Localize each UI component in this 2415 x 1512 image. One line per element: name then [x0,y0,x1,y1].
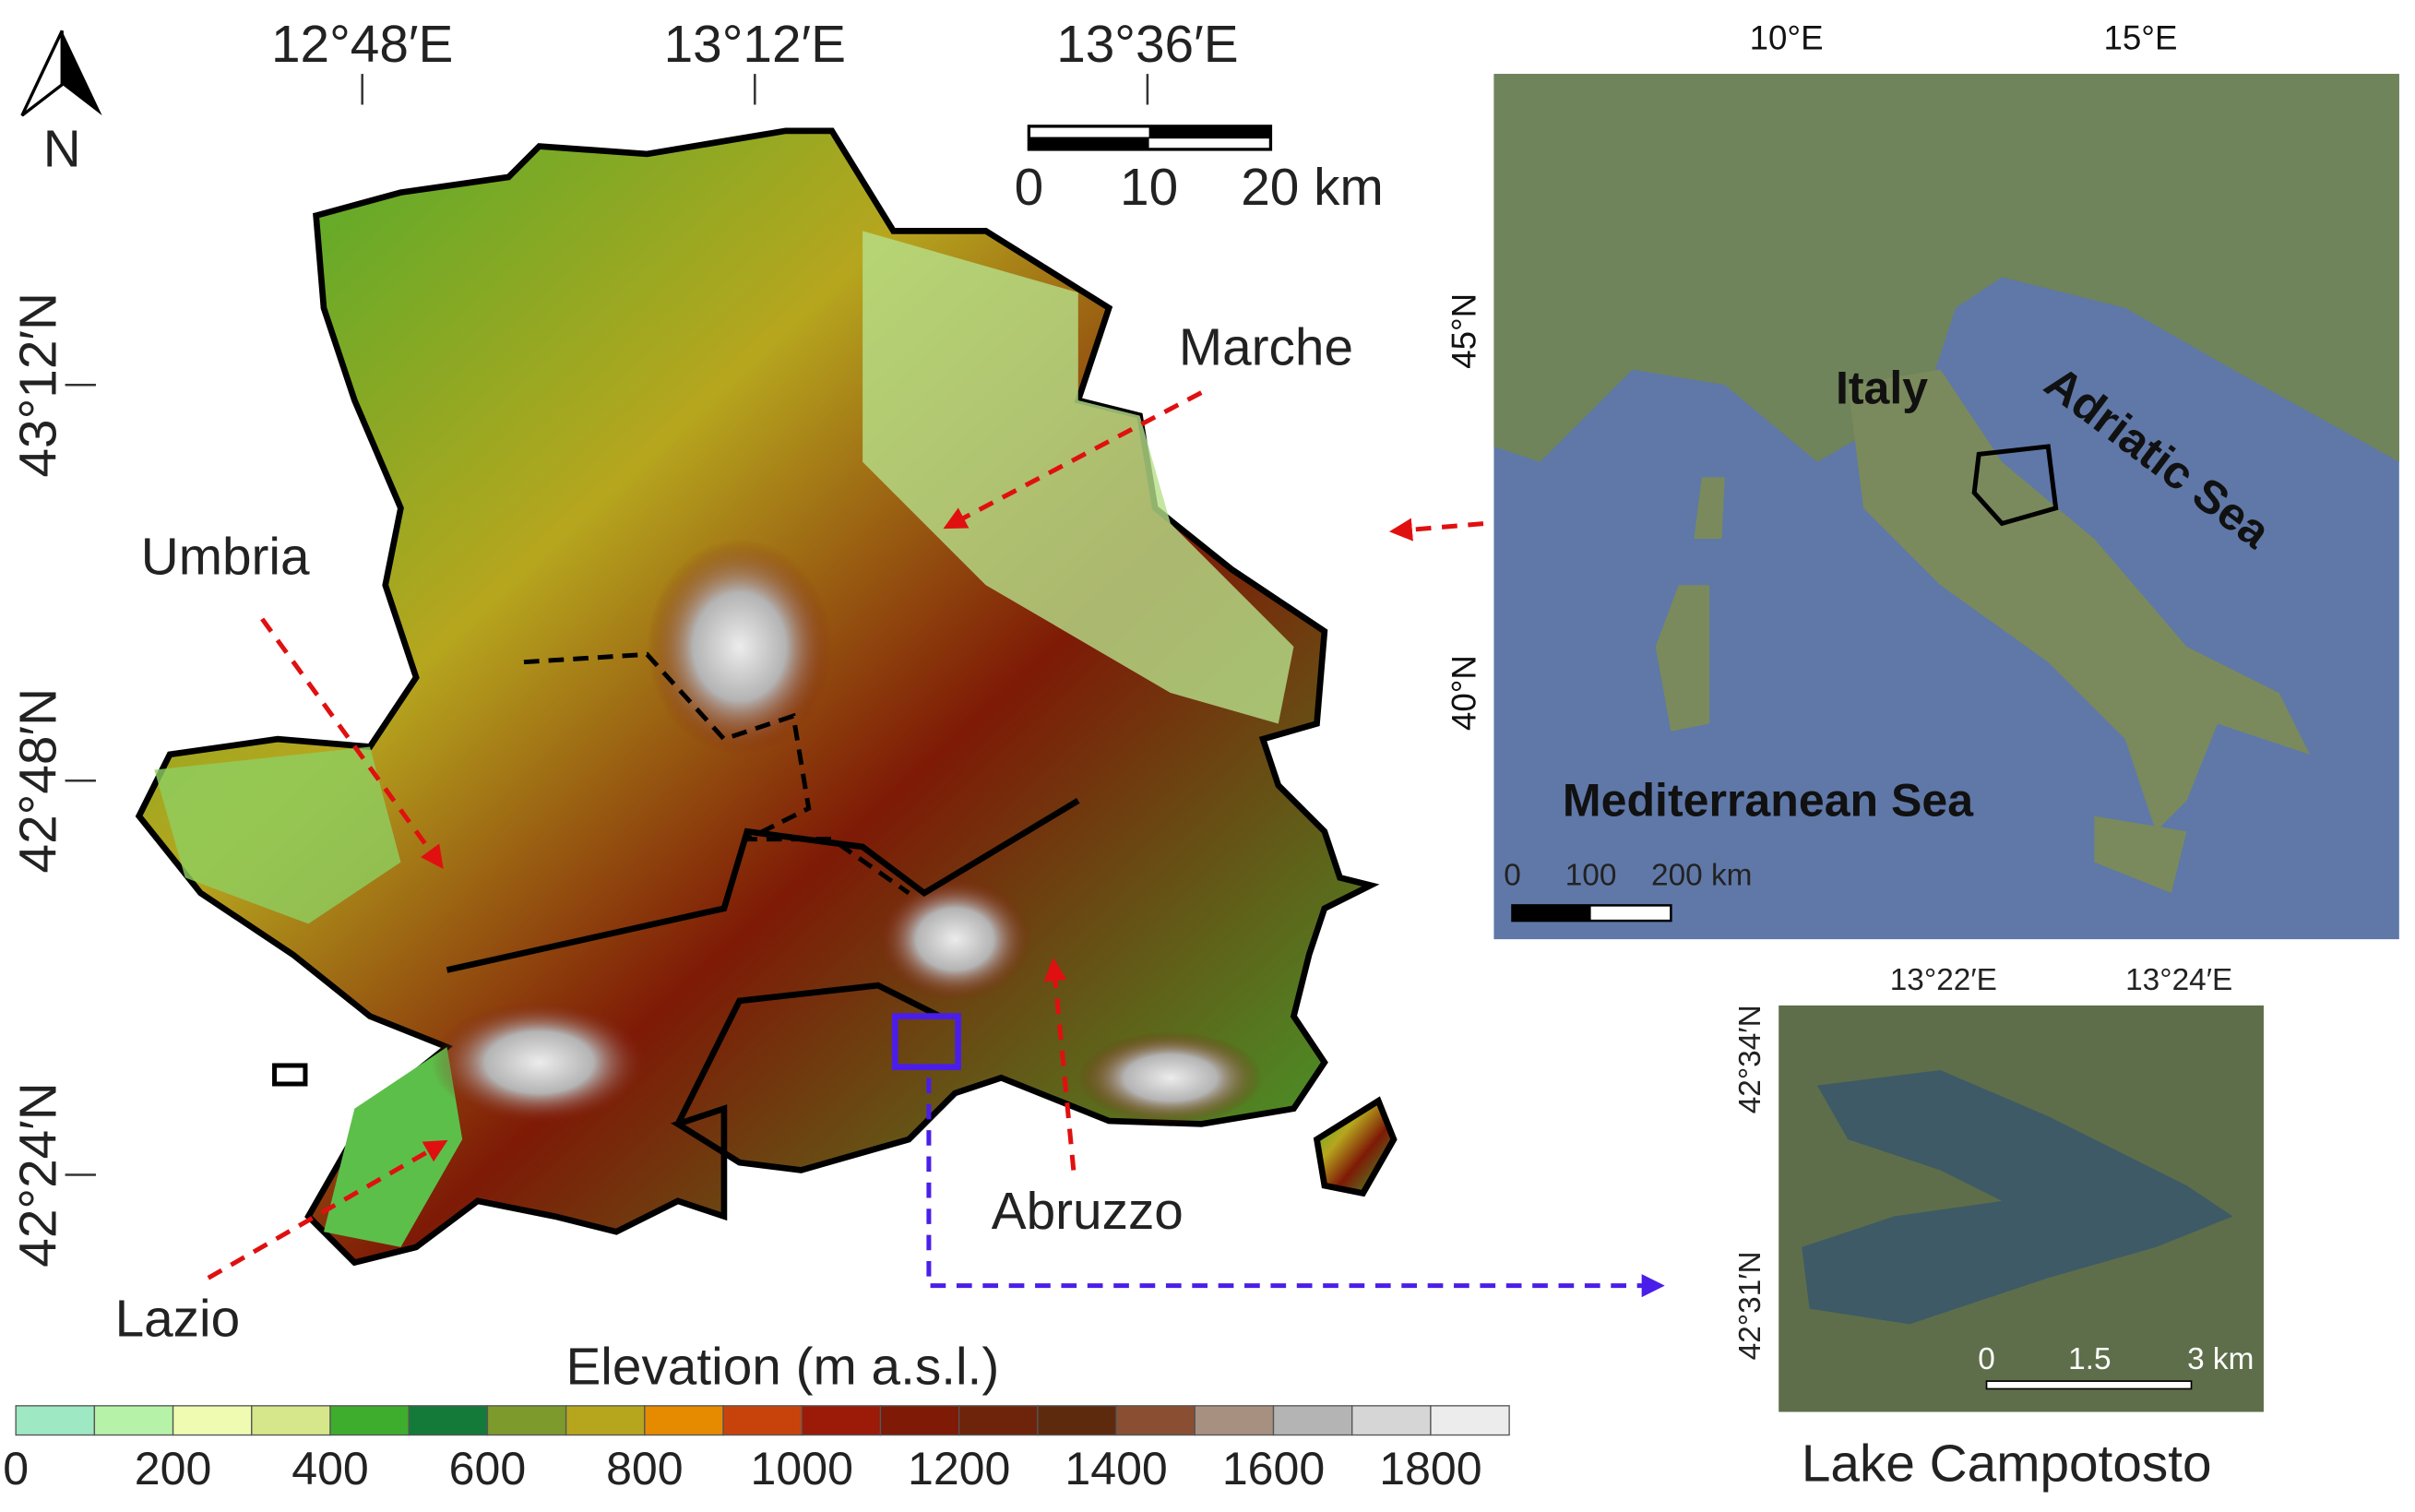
italy-inset: 10°E 15°E 45°N 40°N Italy Adriatic Sea M… [1445,18,2399,940]
lon-label: 15°E [2103,18,2177,56]
lon-label: 12°48′E [271,16,453,74]
legend-swatch [93,1405,174,1436]
north-arrow [20,30,64,117]
legend-tick-label: 1400 [1065,1443,1167,1494]
legend-swatch [644,1405,724,1436]
legend-tick-label: 0 [3,1443,29,1494]
elevation-map [135,127,1980,1298]
lowland [862,231,1294,724]
legend-tick-label: 1000 [751,1443,853,1494]
legend-swatch [722,1405,803,1436]
legend-swatch [172,1405,253,1436]
region-outline [1313,1096,1398,1197]
legend-swatch [801,1405,882,1436]
legend-swatch [958,1405,1039,1436]
high-peak [877,877,1032,1001]
scale-label: 1.5 [2068,1342,2111,1376]
lon-label: 13°12′E [664,16,846,74]
legend-swatch [251,1405,331,1436]
lake-link-arrow [926,1077,1665,1298]
legend-swatch [1115,1405,1196,1436]
region-arrow [207,1139,448,1280]
lat-label: 42°48′N [10,688,68,874]
graticule [65,74,1149,1176]
legend-tick-label: 800 [606,1443,684,1494]
inset-title: Lake Campotosto [1802,1435,2212,1494]
lat-label: 45°N [1445,293,1482,369]
scale-label: 0 [1504,859,1521,893]
country-label: Italy [1836,362,1928,413]
legend-swatch [1430,1405,1510,1436]
land [1848,369,2311,832]
lowland [154,746,401,924]
lon-label: 13°36′E [1056,16,1238,74]
lat-label: 42°34′N [1733,1005,1767,1113]
study-area [1971,444,2059,527]
scale-label: 200 km [1651,859,1752,893]
legend-tick-label: 600 [449,1443,527,1494]
north-label: N [43,120,81,178]
lon-label: 10°E [1750,18,1824,56]
legend-bar: 0 200 400 600 800 1000 1200 1400 1600 1800 [3,1405,1510,1494]
scale-label: 100 [1565,859,1617,893]
island [1655,477,2187,894]
lon-label: 13°24′E [2125,963,2232,997]
scale-label: 20 km [1241,159,1384,217]
legend-swatch [1194,1405,1275,1436]
scale-label: 0 [1015,159,1044,217]
province-border [523,651,910,896]
region-label: Lazio [115,1291,241,1349]
region-label: Umbria [141,529,310,587]
sea-label: Mediterranean Sea [1563,775,1974,827]
scale-label: 0 [1978,1342,1995,1376]
legend-tick-label: 1800 [1379,1443,1481,1494]
legend-tick-label: 1600 [1222,1443,1325,1494]
scale-label: 10 [1120,159,1178,217]
lake-inset: 13°22′E 13°24′E 42°34′N 42°31′N 0 1.5 3 … [1733,963,2264,1494]
scale-label: 3 km [2187,1342,2254,1376]
scale-bar [1512,905,1591,922]
scale-bar [1148,125,1271,139]
island [272,1063,308,1087]
legend-tick-label: 400 [291,1443,369,1494]
legend-swatch [408,1405,489,1436]
legend-title: Elevation (m a.s.l.) [565,1338,999,1396]
lowland [323,1046,463,1247]
lat-label: 40°N [1445,655,1482,731]
legend-swatch [879,1405,960,1436]
scale-bar [1029,137,1149,149]
lake-box [891,1013,961,1070]
high-peak [1077,1031,1264,1125]
legend-swatch [329,1405,410,1436]
lat-label: 42°31′N [1733,1251,1767,1360]
north-arrow [62,30,102,116]
high-peak [647,539,832,755]
legend-swatch [565,1405,646,1436]
lon-label: 13°22′E [1890,963,1997,997]
region-arrow [1043,958,1077,1171]
legend-swatch [15,1405,96,1436]
legend-swatch [486,1405,567,1436]
region-arrow [943,390,1203,530]
land [1493,74,2399,462]
region-label: Abruzzo [992,1183,1184,1241]
legend-swatch [1272,1405,1353,1436]
legend-tick-label: 1200 [908,1443,1010,1494]
high-peak [431,1000,648,1125]
lat-label: 42°24′N [10,1082,68,1268]
region-label: Marche [1179,319,1353,377]
lat-label: 43°12′N [10,292,68,478]
scale-bar [1985,1380,2193,1390]
legend-swatch [1037,1405,1117,1436]
legend-swatch [1351,1405,1432,1436]
legend-tick-label: 200 [135,1443,212,1494]
lake [1802,1069,2233,1325]
